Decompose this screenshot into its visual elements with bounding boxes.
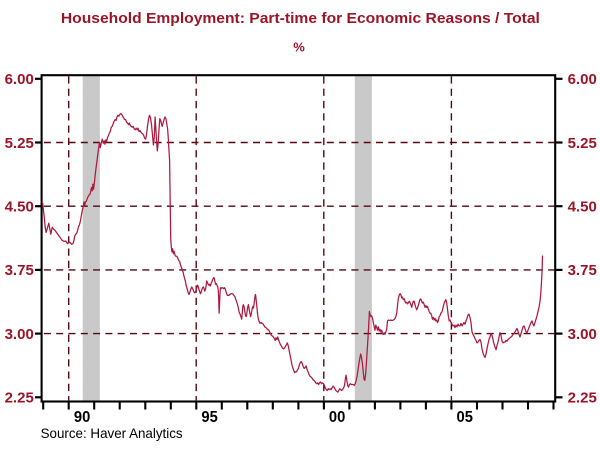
svg-text:3.00: 3.00 xyxy=(5,327,34,343)
svg-text:95: 95 xyxy=(201,409,217,426)
svg-text:3.00: 3.00 xyxy=(568,327,597,343)
svg-text:%: % xyxy=(293,39,305,54)
svg-text:Household Employment: Part-tim: Household Employment: Part-time for Econ… xyxy=(61,10,540,27)
svg-text:4.50: 4.50 xyxy=(568,200,597,216)
svg-text:2.25: 2.25 xyxy=(5,391,34,407)
svg-text:6.00: 6.00 xyxy=(5,72,34,88)
svg-text:3.75: 3.75 xyxy=(5,263,34,279)
svg-text:Source: Haver Analytics: Source: Haver Analytics xyxy=(41,425,183,441)
svg-text:00: 00 xyxy=(329,409,345,426)
svg-text:5.25: 5.25 xyxy=(5,136,34,152)
svg-text:90: 90 xyxy=(74,409,90,426)
svg-text:3.75: 3.75 xyxy=(568,263,597,279)
svg-text:05: 05 xyxy=(457,409,473,426)
svg-text:6.00: 6.00 xyxy=(568,72,597,88)
svg-text:5.25: 5.25 xyxy=(568,136,597,152)
svg-text:4.50: 4.50 xyxy=(5,200,34,216)
svg-text:2.25: 2.25 xyxy=(568,391,597,407)
